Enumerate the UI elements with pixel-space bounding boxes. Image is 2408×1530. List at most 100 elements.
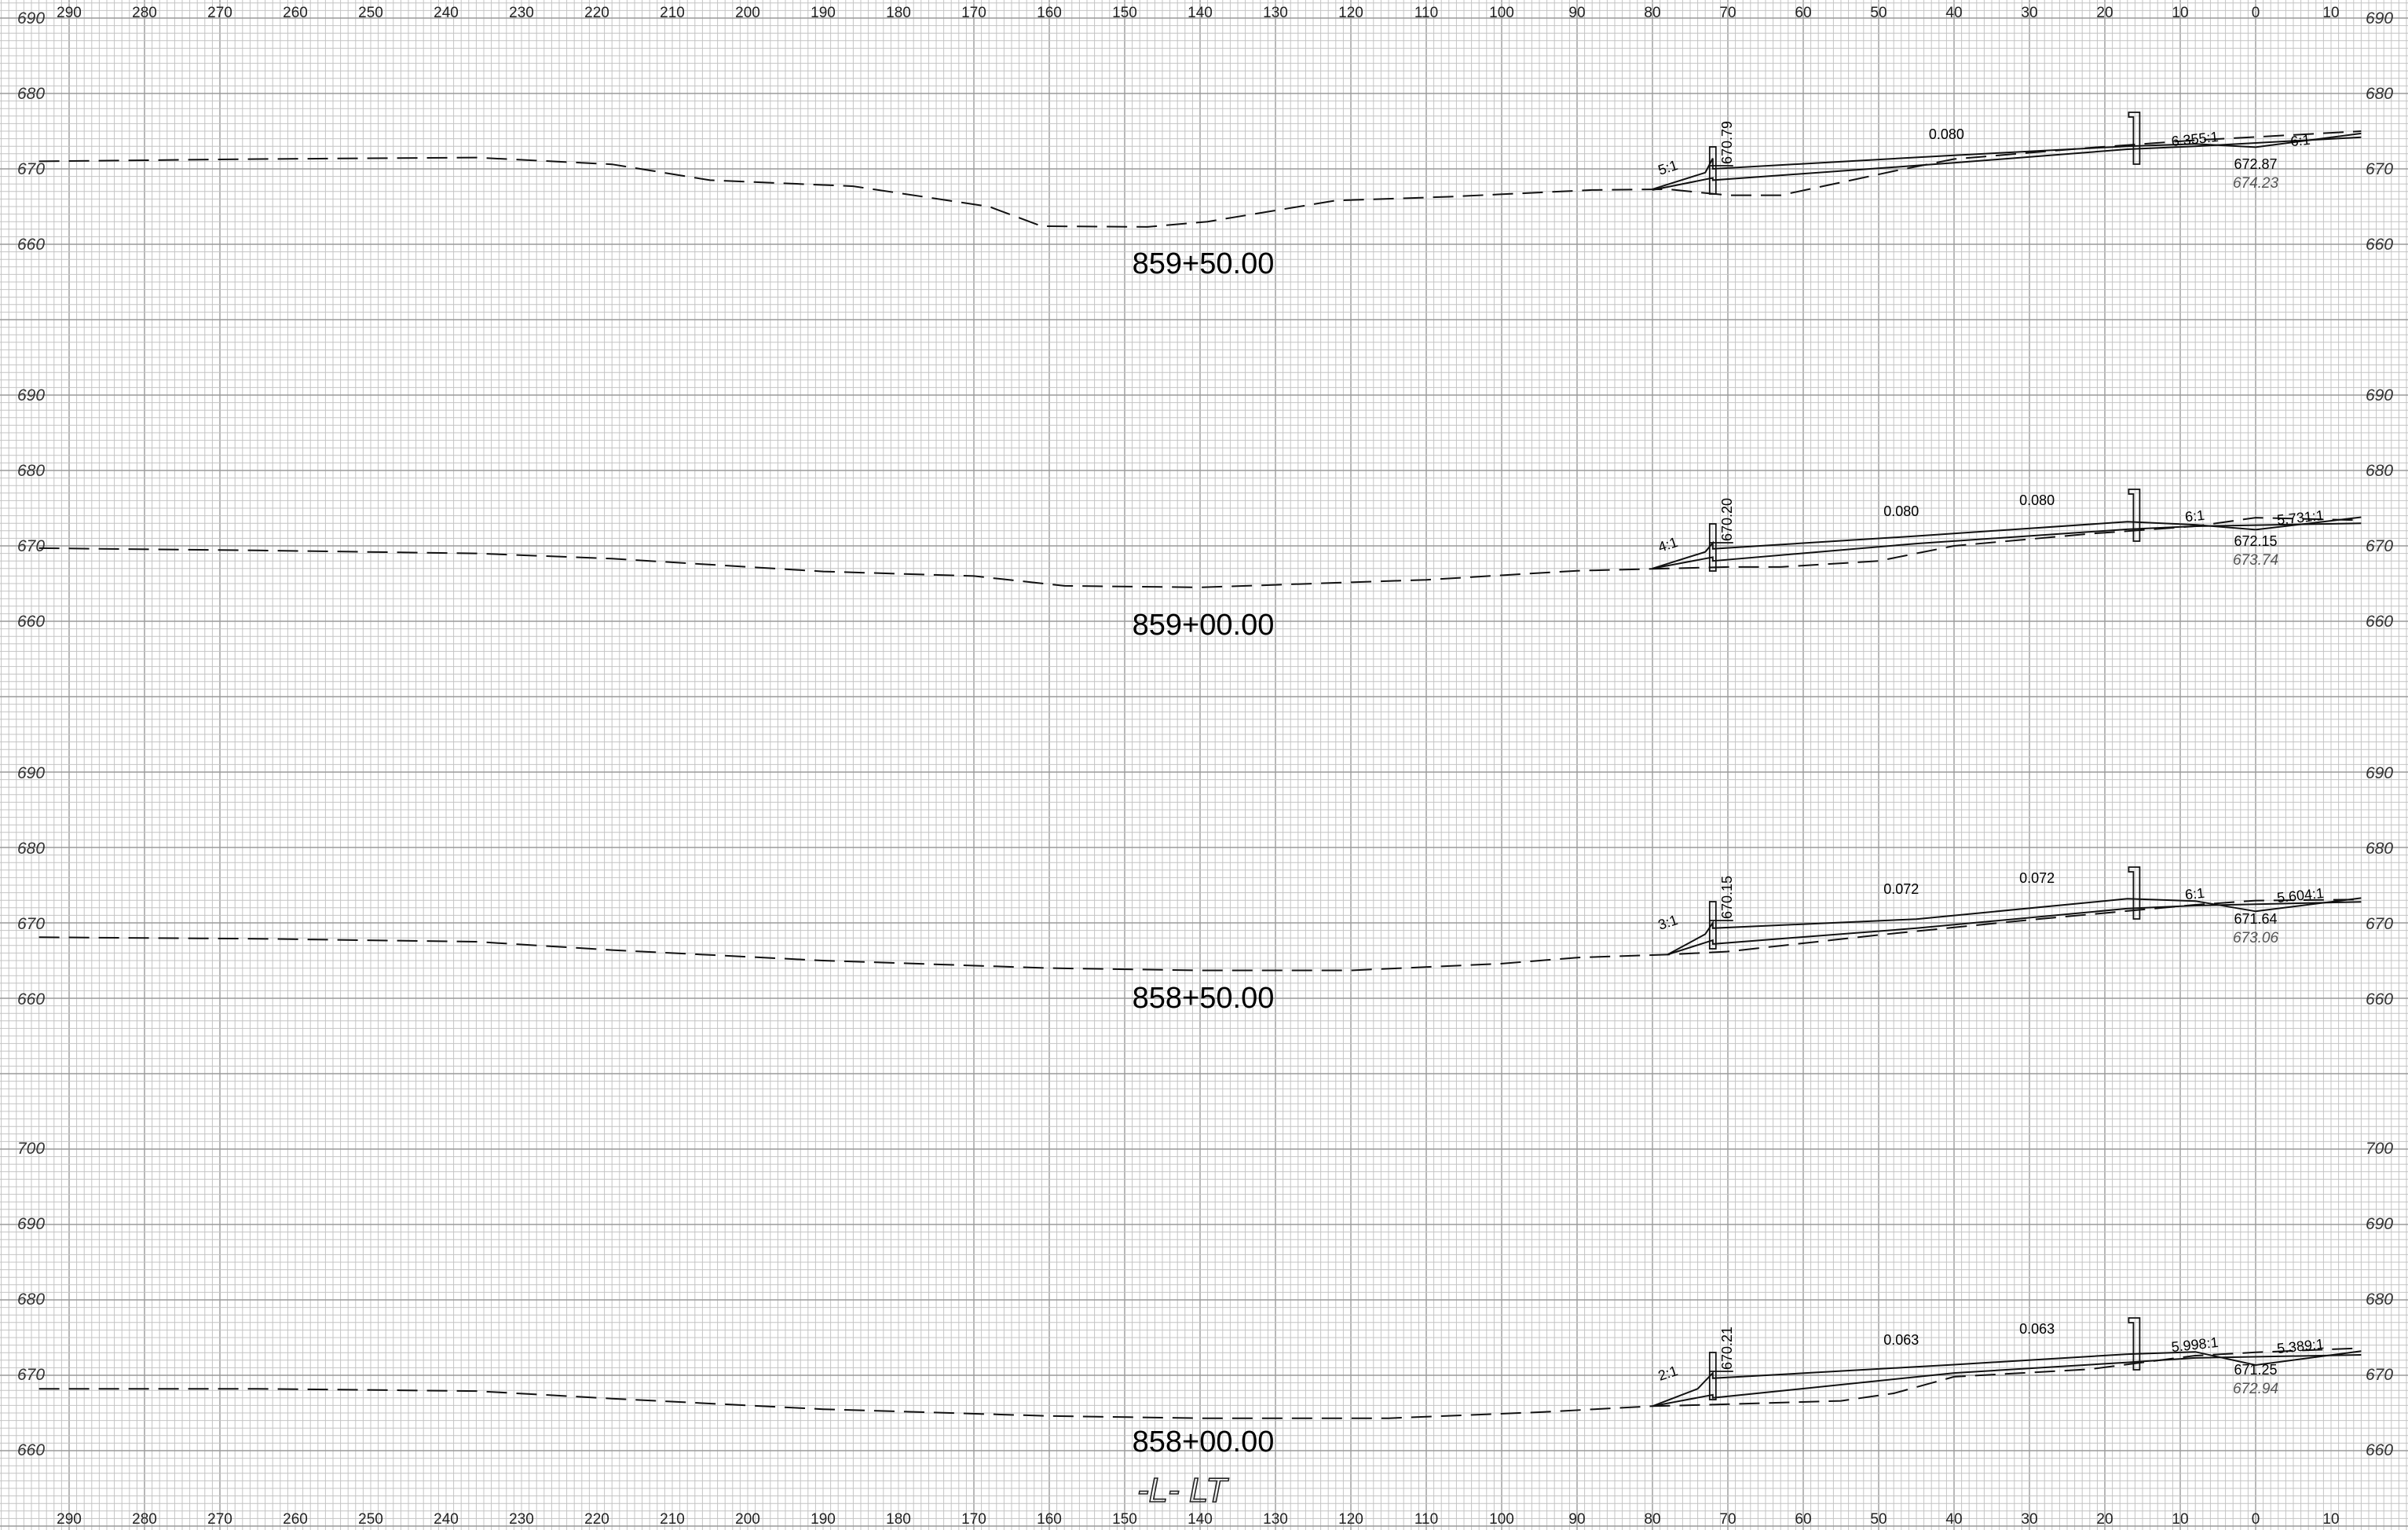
top-offset-label: 220 (584, 5, 609, 21)
bottom-offset-scale: 290 280 270 260 250 240 230 220 210 200 190 180 170 1… (57, 1511, 2339, 1528)
left-elevation-label: 670.15 (1719, 876, 1735, 919)
elevation-label-left: 690 (17, 764, 45, 782)
bottom-offset-label: 250 (358, 1511, 383, 1528)
top-offset-label: 130 (1263, 5, 1288, 21)
station-label: 858+00.00 (1133, 1426, 1275, 1459)
bottom-offset-label: 10 (2172, 1511, 2188, 1528)
bottom-offset-label: 110 (1414, 1511, 1438, 1528)
bottom-offset-label: 180 (886, 1511, 911, 1528)
bottom-offset-label: 190 (811, 1511, 836, 1528)
guardrail-post-symbol (2128, 489, 2141, 542)
cross-slope-label: 0.080 (2019, 492, 2055, 508)
elevation-label-left: 680 (17, 1290, 45, 1309)
elevation-label-left: 670 (17, 160, 45, 178)
elevation-label-left: 680 (17, 462, 45, 480)
top-offset-label: 200 (735, 5, 760, 21)
bottom-offset-label: 210 (660, 1511, 685, 1528)
proposed-grade-line (1652, 516, 2362, 569)
top-offset-label: 230 (509, 5, 534, 21)
elevation-label-right: 670 (2366, 537, 2393, 555)
curb-symbol (1708, 146, 1717, 195)
centerline-existing-elevation: 673.74 (2233, 552, 2278, 569)
bottom-offset-label: 80 (1644, 1511, 1660, 1528)
guardrail-post-symbol (2128, 866, 2141, 920)
elevation-label-right: 690 (2366, 1215, 2393, 1233)
elevation-label-right: 690 (2366, 386, 2393, 404)
guardrail-post-symbol (2128, 1317, 2141, 1371)
centerline-proposed-elevation: 671.25 (2234, 1362, 2277, 1378)
station-label: 858+50.00 (1133, 982, 1275, 1015)
top-offset-label: 0 (2252, 5, 2260, 21)
top-offset-label: 260 (283, 5, 308, 21)
right-slope-label: 5.389:1 (2276, 1336, 2325, 1356)
bottom-offset-label: 140 (1188, 1511, 1213, 1528)
top-offset-label: 50 (1870, 5, 1887, 21)
cross-slope-label: 0.080 (1929, 126, 1964, 142)
centerline-proposed-elevation: 672.87 (2234, 156, 2277, 172)
top-offset-label: 10 (2322, 5, 2339, 21)
elevation-label-left: 690 (17, 386, 45, 404)
top-offset-label: 180 (886, 5, 911, 21)
bottom-offset-label: 40 (1945, 1511, 1962, 1528)
existing-ground-line (38, 517, 2362, 588)
curb-symbol (1708, 1352, 1717, 1400)
centerline-existing-elevation: 672.94 (2233, 1381, 2278, 1397)
elevation-label-left: 670 (17, 915, 45, 933)
elevation-label-right: 660 (2366, 613, 2393, 631)
elevation-label-left: 670 (17, 537, 45, 555)
bottom-offset-label: 130 (1263, 1511, 1288, 1528)
left-elevation-label: 670.21 (1719, 1327, 1735, 1370)
centerline-proposed-elevation: 671.64 (2234, 911, 2277, 927)
bottom-offset-label: 290 (57, 1511, 82, 1528)
elevation-label-left: 690 (17, 1215, 45, 1233)
cross-slope-label: 0.072 (2019, 870, 2055, 886)
bottom-offset-label: 260 (283, 1511, 308, 1528)
elevation-label-right: 700 (2366, 1140, 2393, 1158)
bottom-offset-label: 220 (584, 1511, 609, 1528)
top-offset-label: 120 (1338, 5, 1363, 21)
elevation-label-right: 680 (2366, 840, 2393, 858)
bottom-offset-label: 50 (1870, 1511, 1887, 1528)
curb-symbol (1708, 901, 1717, 950)
top-offset-label: 30 (2021, 5, 2037, 21)
top-offset-label: 70 (1719, 5, 1736, 21)
cross-slope-label: 0.063 (1883, 1332, 1919, 1348)
elevation-label-left: 680 (17, 840, 45, 858)
bottom-offset-label: 10 (2322, 1511, 2339, 1528)
bottom-offset-label: 30 (2021, 1511, 2037, 1528)
top-offset-label: 290 (57, 5, 82, 21)
bottom-offset-label: 280 (132, 1511, 157, 1528)
left-elevation-label: 670.20 (1719, 498, 1735, 541)
bottom-offset-label: 20 (2096, 1511, 2113, 1528)
elevation-label-left: 670 (17, 1366, 45, 1384)
existing-ground-line (38, 130, 2362, 228)
bottom-offset-label: 270 (207, 1511, 232, 1528)
bottom-offset-label: 200 (735, 1511, 760, 1528)
elevation-label-right: 690 (2366, 764, 2393, 782)
elevation-label-left: 700 (17, 1140, 45, 1158)
top-offset-label: 90 (1568, 5, 1585, 21)
bottom-offset-label: 160 (1037, 1511, 1062, 1528)
right-slope-label: 6:1 (2289, 132, 2311, 150)
cross-slope-label: 0.072 (1883, 881, 1919, 897)
elevation-label-right: 690 (2366, 9, 2393, 27)
bottom-offset-label: 60 (1795, 1511, 1811, 1528)
elevation-label-right: 670 (2366, 915, 2393, 933)
top-offset-label: 110 (1414, 5, 1438, 21)
bottom-offset-label: 150 (1112, 1511, 1137, 1528)
top-offset-label: 100 (1489, 5, 1514, 21)
bottom-offset-label: 100 (1489, 1511, 1514, 1528)
proposed-subgrade-line (1667, 901, 2362, 956)
top-offset-label: 150 (1112, 5, 1137, 21)
existing-ground-line (38, 899, 2362, 972)
curb-symbol (1708, 523, 1717, 572)
proposed-subgrade-line (1652, 136, 2362, 191)
elevation-label-right: 680 (2366, 1290, 2393, 1309)
top-offset-label: 240 (434, 5, 459, 21)
station-label: 859+50.00 (1133, 247, 1275, 280)
elevation-label-right: 670 (2366, 1366, 2393, 1384)
top-offset-label: 270 (207, 5, 232, 21)
